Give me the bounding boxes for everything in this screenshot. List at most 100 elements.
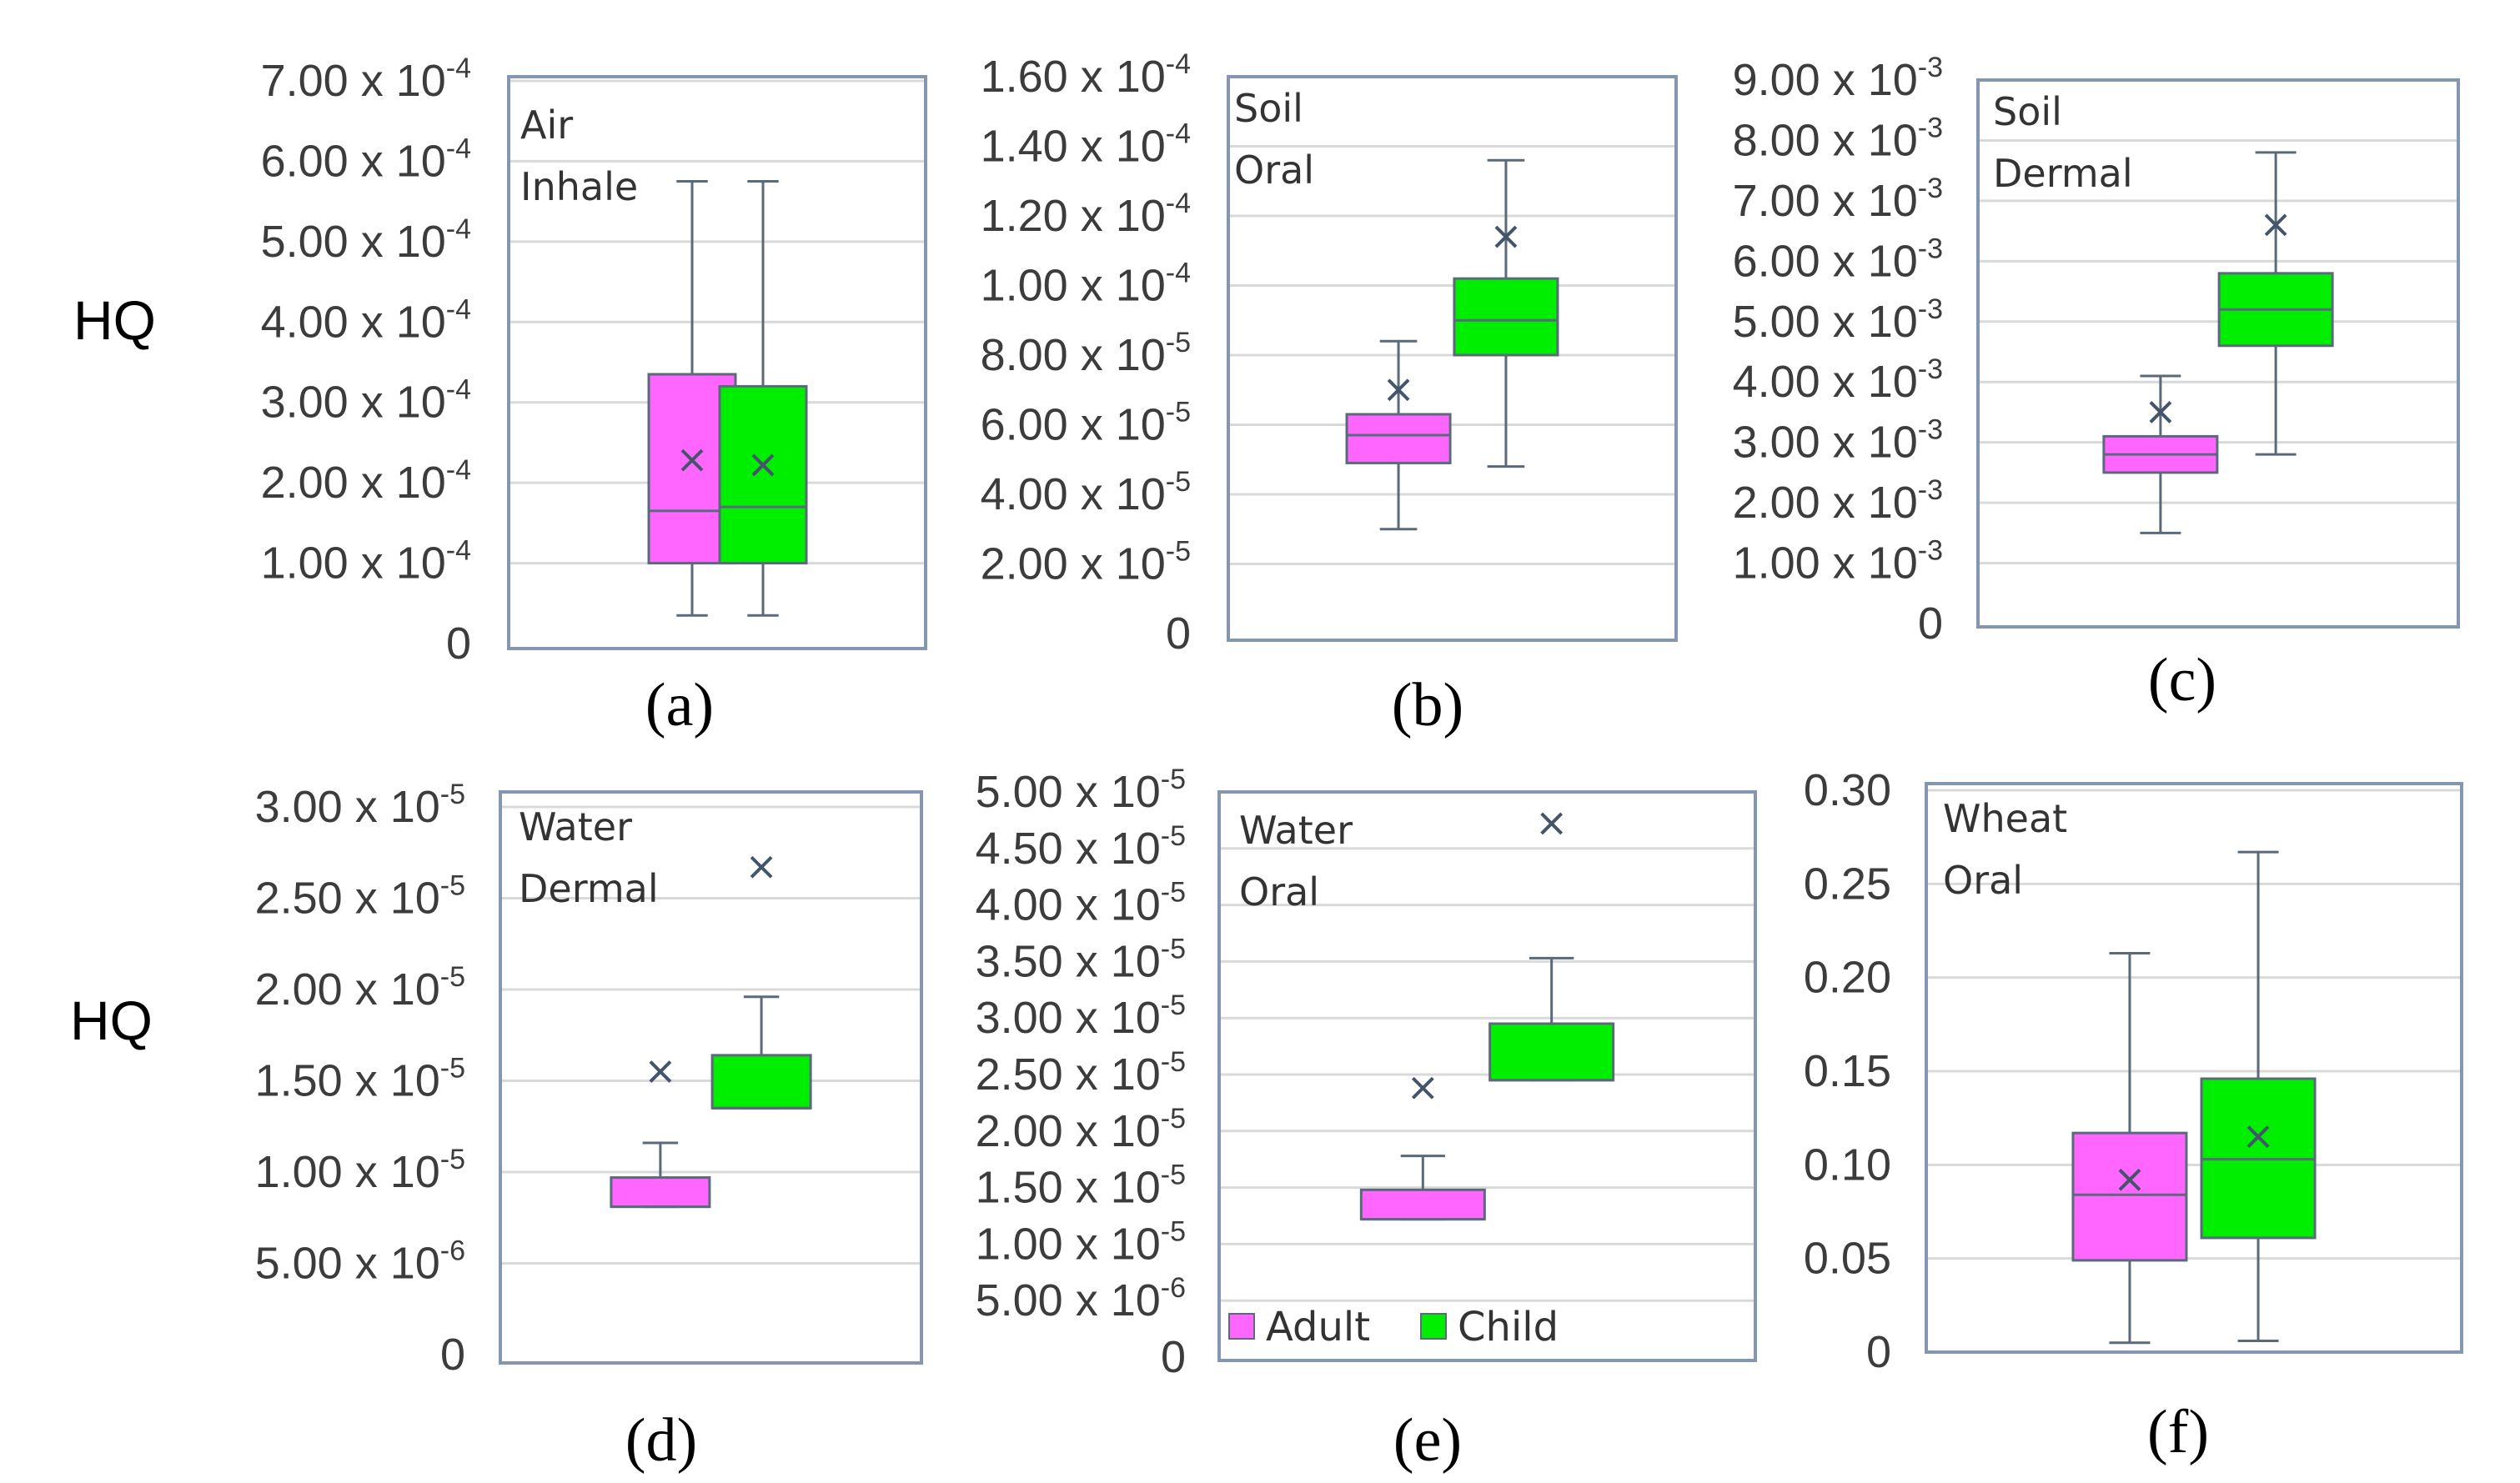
y-tick-exponent: -3 xyxy=(1918,535,1943,567)
box-child xyxy=(1453,158,1559,468)
box-adult xyxy=(1359,1076,1486,1221)
mean-marker xyxy=(1411,1076,1434,1100)
y-tick-label: 7.00 x 10-3 xyxy=(1733,173,1943,226)
y-tick-exponent: -5 xyxy=(440,870,465,902)
y-tick-label: 0 xyxy=(1166,609,1191,659)
y-tick-mantissa: 1.00 x 10 xyxy=(981,261,1166,311)
y-tick-label: 0 xyxy=(1161,1332,1186,1382)
legend-swatch xyxy=(1228,1313,1255,1340)
y-tick-label: 2.00 x 10-5 xyxy=(976,1103,1186,1156)
panel-caption: (b) xyxy=(1392,671,1463,739)
mean-stroke xyxy=(649,1060,672,1083)
mean-marker xyxy=(2118,1168,2141,1191)
y-tick-mantissa: 7.00 x 10 xyxy=(261,56,446,106)
y-tick-label: 6.00 x 10-4 xyxy=(261,133,471,186)
y-tick-label: 0.25 xyxy=(1804,859,1891,909)
y-tick-exponent: -6 xyxy=(440,1235,465,1267)
y-tick-mantissa: 4.00 x 10 xyxy=(981,469,1166,519)
y-tick-exponent: -4 xyxy=(446,213,471,245)
y-tick-mantissa: 1.00 x 10 xyxy=(976,1219,1161,1269)
y-tick-exponent: -4 xyxy=(1166,258,1191,289)
y-tick-label: 5.00 x 10-6 xyxy=(976,1272,1186,1325)
plot-frame xyxy=(1976,78,2460,629)
box-adult xyxy=(2071,951,2188,1345)
iqr-box xyxy=(1488,1022,1615,1082)
box-child xyxy=(1488,812,1615,1082)
chart-panel: 02.00 x 10-54.00 x 10-56.00 x 10-58.00 x… xyxy=(981,48,1678,739)
panel-label: Soil xyxy=(1993,89,2062,134)
y-tick-label: 1.50 x 10-5 xyxy=(255,1053,465,1106)
y-tick-exponent: -5 xyxy=(1161,820,1186,852)
plot-frame xyxy=(1925,782,2463,1354)
y-tick-label: 2.00 x 10-5 xyxy=(255,961,465,1015)
y-tick-mantissa: 3.00 x 10 xyxy=(976,993,1161,1043)
y-tick-label: 1.00 x 10-4 xyxy=(981,258,1191,311)
box-child xyxy=(710,855,812,1110)
mean-marker xyxy=(750,855,773,879)
y-tick-mantissa: 3.00 x 10 xyxy=(261,378,446,428)
mean-stroke xyxy=(2118,1168,2141,1191)
mean-stroke xyxy=(2264,213,2287,237)
mean-stroke xyxy=(2149,401,2172,423)
box-adult xyxy=(1345,339,1452,531)
y-tick-label: 3.00 x 10-5 xyxy=(976,990,1186,1043)
panel-label: Dermal xyxy=(1993,151,2133,196)
y-tick-exponent: -5 xyxy=(1161,990,1186,1021)
y-axis-label-top: HQ xyxy=(73,289,156,351)
y-tick-exponent: -5 xyxy=(1166,536,1191,568)
y-tick-exponent: -5 xyxy=(1166,466,1191,498)
y-tick-label: 1.50 x 10-5 xyxy=(976,1160,1186,1213)
y-tick-mantissa: 1.50 x 10 xyxy=(976,1163,1161,1213)
y-tick-label: 2.00 x 10-3 xyxy=(1733,474,1943,528)
plot-frame xyxy=(499,790,923,1365)
y-tick-exponent: -5 xyxy=(1166,397,1191,428)
y-tick-exponent: -5 xyxy=(1161,1215,1186,1247)
panel-label: Oral xyxy=(1234,148,1314,193)
mean-marker xyxy=(2246,1125,2270,1149)
legend-label: Child xyxy=(1458,1304,1559,1350)
y-tick-label: 3.00 x 10-4 xyxy=(261,374,471,428)
mean-marker xyxy=(1387,378,1410,402)
y-tick-exponent: -3 xyxy=(1918,112,1943,143)
y-tick-mantissa: 2.00 x 10 xyxy=(255,964,440,1015)
y-tick-mantissa: 8.00 x 10 xyxy=(1733,115,1918,165)
iqr-box xyxy=(610,1176,711,1209)
mean-stroke xyxy=(1411,1076,1434,1100)
panel-label: Oral xyxy=(1239,869,1319,914)
y-tick-label: 9.00 x 10-3 xyxy=(1733,52,1943,105)
y-tick-exponent: -5 xyxy=(1161,1103,1186,1135)
y-tick-label: 5.00 x 10-6 xyxy=(255,1235,465,1289)
y-tick-mantissa: 5.00 x 10 xyxy=(976,767,1161,817)
y-tick-label: 1.00 x 10-5 xyxy=(976,1215,1186,1269)
mean-marker xyxy=(2149,401,2172,423)
y-tick-exponent: -3 xyxy=(1918,233,1943,264)
y-tick-label: 1.00 x 10-5 xyxy=(255,1144,465,1197)
iqr-box xyxy=(2071,1131,2188,1262)
panel-caption: (c) xyxy=(2148,646,2216,714)
y-tick-label: 7.00 x 10-4 xyxy=(261,53,471,106)
panel-label: Soil xyxy=(1234,86,1303,131)
y-tick-exponent: -5 xyxy=(440,961,465,993)
y-tick-exponent: -5 xyxy=(1161,933,1186,964)
y-tick-exponent: -4 xyxy=(446,53,471,84)
legend-label: Adult xyxy=(1266,1304,1370,1350)
y-tick-mantissa: 4.50 x 10 xyxy=(976,824,1161,874)
y-tick-mantissa: 3.00 x 10 xyxy=(255,782,440,832)
y-tick-mantissa: 3.50 x 10 xyxy=(976,936,1161,986)
mean-stroke xyxy=(750,855,773,879)
y-tick-label: 4.00 x 10-5 xyxy=(981,466,1191,519)
y-tick-mantissa: 2.50 x 10 xyxy=(255,874,440,924)
y-tick-exponent: -6 xyxy=(1161,1272,1186,1304)
y-tick-label: 1.20 x 10-4 xyxy=(981,188,1191,241)
y-tick-label: 1.00 x 10-4 xyxy=(261,535,471,589)
mean-stroke xyxy=(2246,1125,2270,1149)
iqr-box xyxy=(718,384,808,565)
mean-marker xyxy=(649,1060,672,1083)
y-tick-exponent: -4 xyxy=(1166,48,1191,80)
iqr-box xyxy=(1345,413,1452,464)
panel-caption: (f) xyxy=(2147,1398,2209,1466)
y-tick-mantissa: 4.00 x 10 xyxy=(261,297,446,347)
y-tick-label: 3.00 x 10-5 xyxy=(255,779,465,832)
y-tick-exponent: -4 xyxy=(446,293,471,325)
